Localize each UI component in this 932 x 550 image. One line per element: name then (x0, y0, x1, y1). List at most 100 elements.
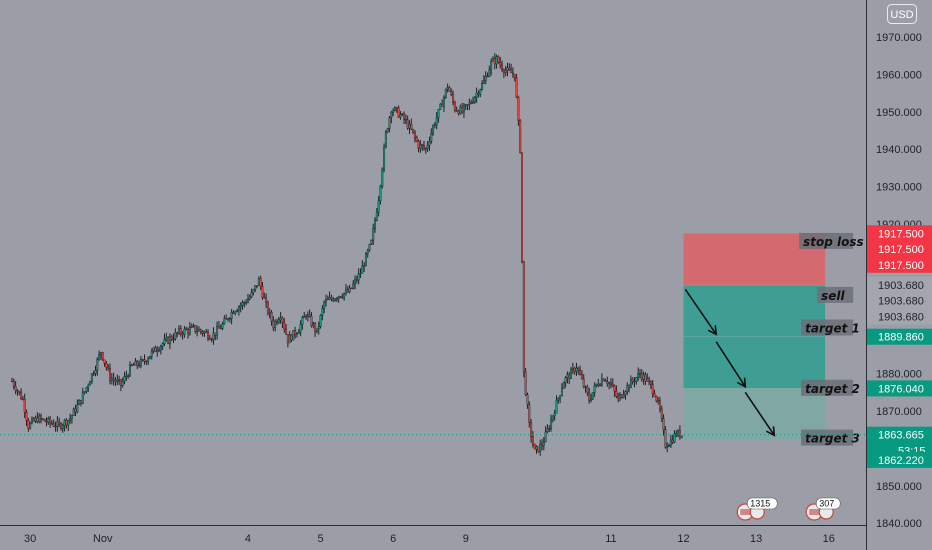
stop-loss-label[interactable]: stop loss (799, 232, 864, 249)
candle (27, 420, 30, 429)
candle (103, 359, 106, 364)
candle (542, 441, 545, 447)
candle (196, 331, 199, 333)
candle (346, 289, 349, 293)
candle (406, 119, 409, 129)
candle (397, 107, 400, 118)
candle (199, 329, 202, 332)
candle (274, 321, 277, 328)
candle (453, 101, 456, 111)
candle (228, 318, 231, 320)
candle (642, 374, 645, 380)
candle (344, 289, 347, 294)
candle (399, 114, 402, 118)
candle (134, 360, 137, 366)
target-3-label[interactable]: target 3 (801, 429, 860, 446)
candle (446, 87, 449, 90)
y-tick-label: 1950.000 (876, 107, 922, 119)
candle (187, 329, 190, 334)
event-badges[interactable]: 1315 307 (736, 497, 841, 521)
candle (332, 298, 335, 301)
arrow-shaft (715, 341, 746, 388)
candle (624, 391, 627, 396)
candle (651, 384, 654, 394)
candle (604, 380, 607, 382)
candle (620, 394, 623, 398)
candle (511, 72, 514, 75)
target-1-label[interactable]: target 1 (801, 319, 860, 336)
candle (170, 336, 173, 340)
candle (161, 343, 164, 347)
candle (58, 421, 61, 425)
time-axis[interactable]: 30 Nov 4 5 6 9 11 12 13 16 (24, 533, 835, 545)
candle (582, 378, 585, 387)
stop-loss-tag-2-text: 1917.500 (878, 244, 924, 256)
candle (112, 378, 115, 381)
candle (56, 421, 59, 427)
candle (266, 302, 269, 314)
candle (14, 386, 17, 391)
badge-count-box (746, 497, 778, 510)
candle (185, 328, 188, 331)
event-badge-1[interactable]: 1315 (736, 497, 778, 521)
candle (177, 328, 180, 334)
low-price-tag-box (867, 451, 932, 468)
candle (491, 58, 494, 62)
candle (579, 369, 582, 375)
trade-arrows (684, 288, 776, 437)
event-badge-2[interactable]: 307 (805, 497, 841, 521)
y-tick-label: 1940.000 (876, 144, 922, 156)
candle (553, 412, 556, 417)
x-tick-label: 30 (24, 533, 36, 545)
candle (657, 400, 660, 402)
y-tick-label: 1850.000 (876, 481, 922, 493)
candle (404, 118, 407, 121)
candle (548, 428, 551, 430)
candle (497, 56, 500, 63)
candle (648, 378, 651, 382)
candle (622, 394, 625, 398)
arrow-head (707, 325, 718, 336)
candle (107, 367, 110, 369)
candle (528, 404, 531, 423)
candle (521, 152, 524, 262)
position-zones[interactable]: stop loss sell target 1 target 2 target 3 (683, 232, 864, 446)
candle (268, 312, 271, 314)
candle (290, 334, 293, 341)
candle (638, 373, 641, 375)
candle (513, 73, 516, 79)
candle (125, 375, 128, 377)
candle (441, 103, 444, 107)
stop-loss-tag-2: 1917.500 (867, 241, 932, 258)
candle (668, 445, 671, 447)
candles-layer (0, 53, 866, 456)
price-axis[interactable]: 1970.000 1960.000 1950.000 1940.000 1930.000… (876, 32, 922, 530)
candle (154, 347, 157, 352)
target-2-label[interactable]: target 2 (801, 379, 860, 396)
candle (114, 379, 117, 382)
candle (246, 298, 249, 303)
candle (593, 385, 596, 393)
candle (390, 111, 393, 118)
candle (74, 408, 77, 413)
candle (658, 400, 661, 410)
candle (354, 279, 357, 285)
candle (330, 297, 333, 300)
candle (299, 324, 302, 333)
sell-label[interactable]: sell (817, 286, 854, 303)
candle (392, 110, 395, 113)
candle (40, 415, 43, 420)
candle (128, 365, 131, 377)
candle (537, 446, 540, 452)
candle (611, 383, 614, 387)
target-1-tag-box (867, 328, 932, 345)
candle (190, 325, 193, 328)
candle (413, 131, 416, 138)
y-tick-label: 1970.000 (876, 32, 922, 44)
candle (18, 390, 21, 393)
candle (599, 384, 602, 387)
candle (292, 330, 295, 341)
candle (564, 377, 567, 383)
currency-button[interactable]: USD (887, 4, 917, 24)
